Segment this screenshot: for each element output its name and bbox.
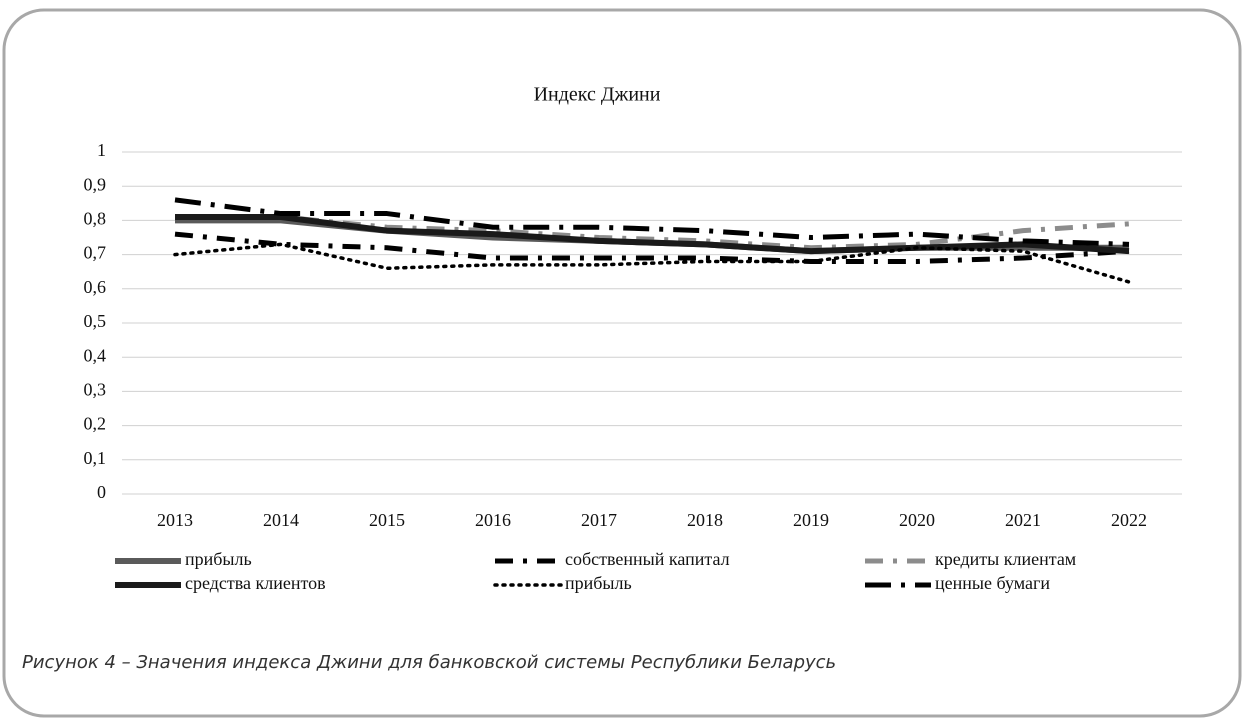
series-line [175,214,1130,251]
x-tick-label: 2017 [581,510,617,530]
legend-label: ценные бумаги [935,573,1050,593]
legend-label: кредиты клиентам [935,549,1076,569]
y-tick-label: 1 [97,140,106,160]
y-tick-label: 0,2 [84,414,107,434]
caption: Рисунок 4 – Значения индекса Джини для б… [22,652,836,673]
series-line [175,213,1130,255]
frame [2,8,1242,718]
y-tick-label: 0,4 [84,345,107,365]
x-tick-label: 2022 [1111,510,1147,530]
legend-label: прибыль [185,549,252,569]
x-tick-label: 2015 [369,510,405,530]
series-line [174,231,1130,264]
y-tick-label: 0,1 [84,448,107,468]
y-tick-label: 0,8 [84,209,107,229]
x-tick-label: 2014 [263,510,299,530]
x-tick-label: 2018 [687,510,723,530]
y-tick-label: 0 [97,482,106,502]
y-tick-label: 0,9 [84,174,107,194]
series-line [173,242,1131,284]
y-tick-label: 0,5 [84,311,107,331]
y-tick-label: 0,7 [84,243,107,263]
legend-label: собственный капитал [565,549,730,569]
y-tick-label: 0,3 [84,380,107,400]
legend-label: прибыль [565,573,632,593]
x-tick-label: 2020 [899,510,935,530]
series-line [174,197,1130,247]
legend-label: средства клиентов [185,573,326,593]
x-tick-label: 2021 [1005,510,1041,530]
x-tick-label: 2019 [793,510,829,530]
chart-title: Индекс Джини [534,84,661,106]
x-tick-label: 2016 [475,510,511,530]
x-tick-label: 2013 [157,510,193,530]
y-tick-label: 0,6 [84,277,107,297]
